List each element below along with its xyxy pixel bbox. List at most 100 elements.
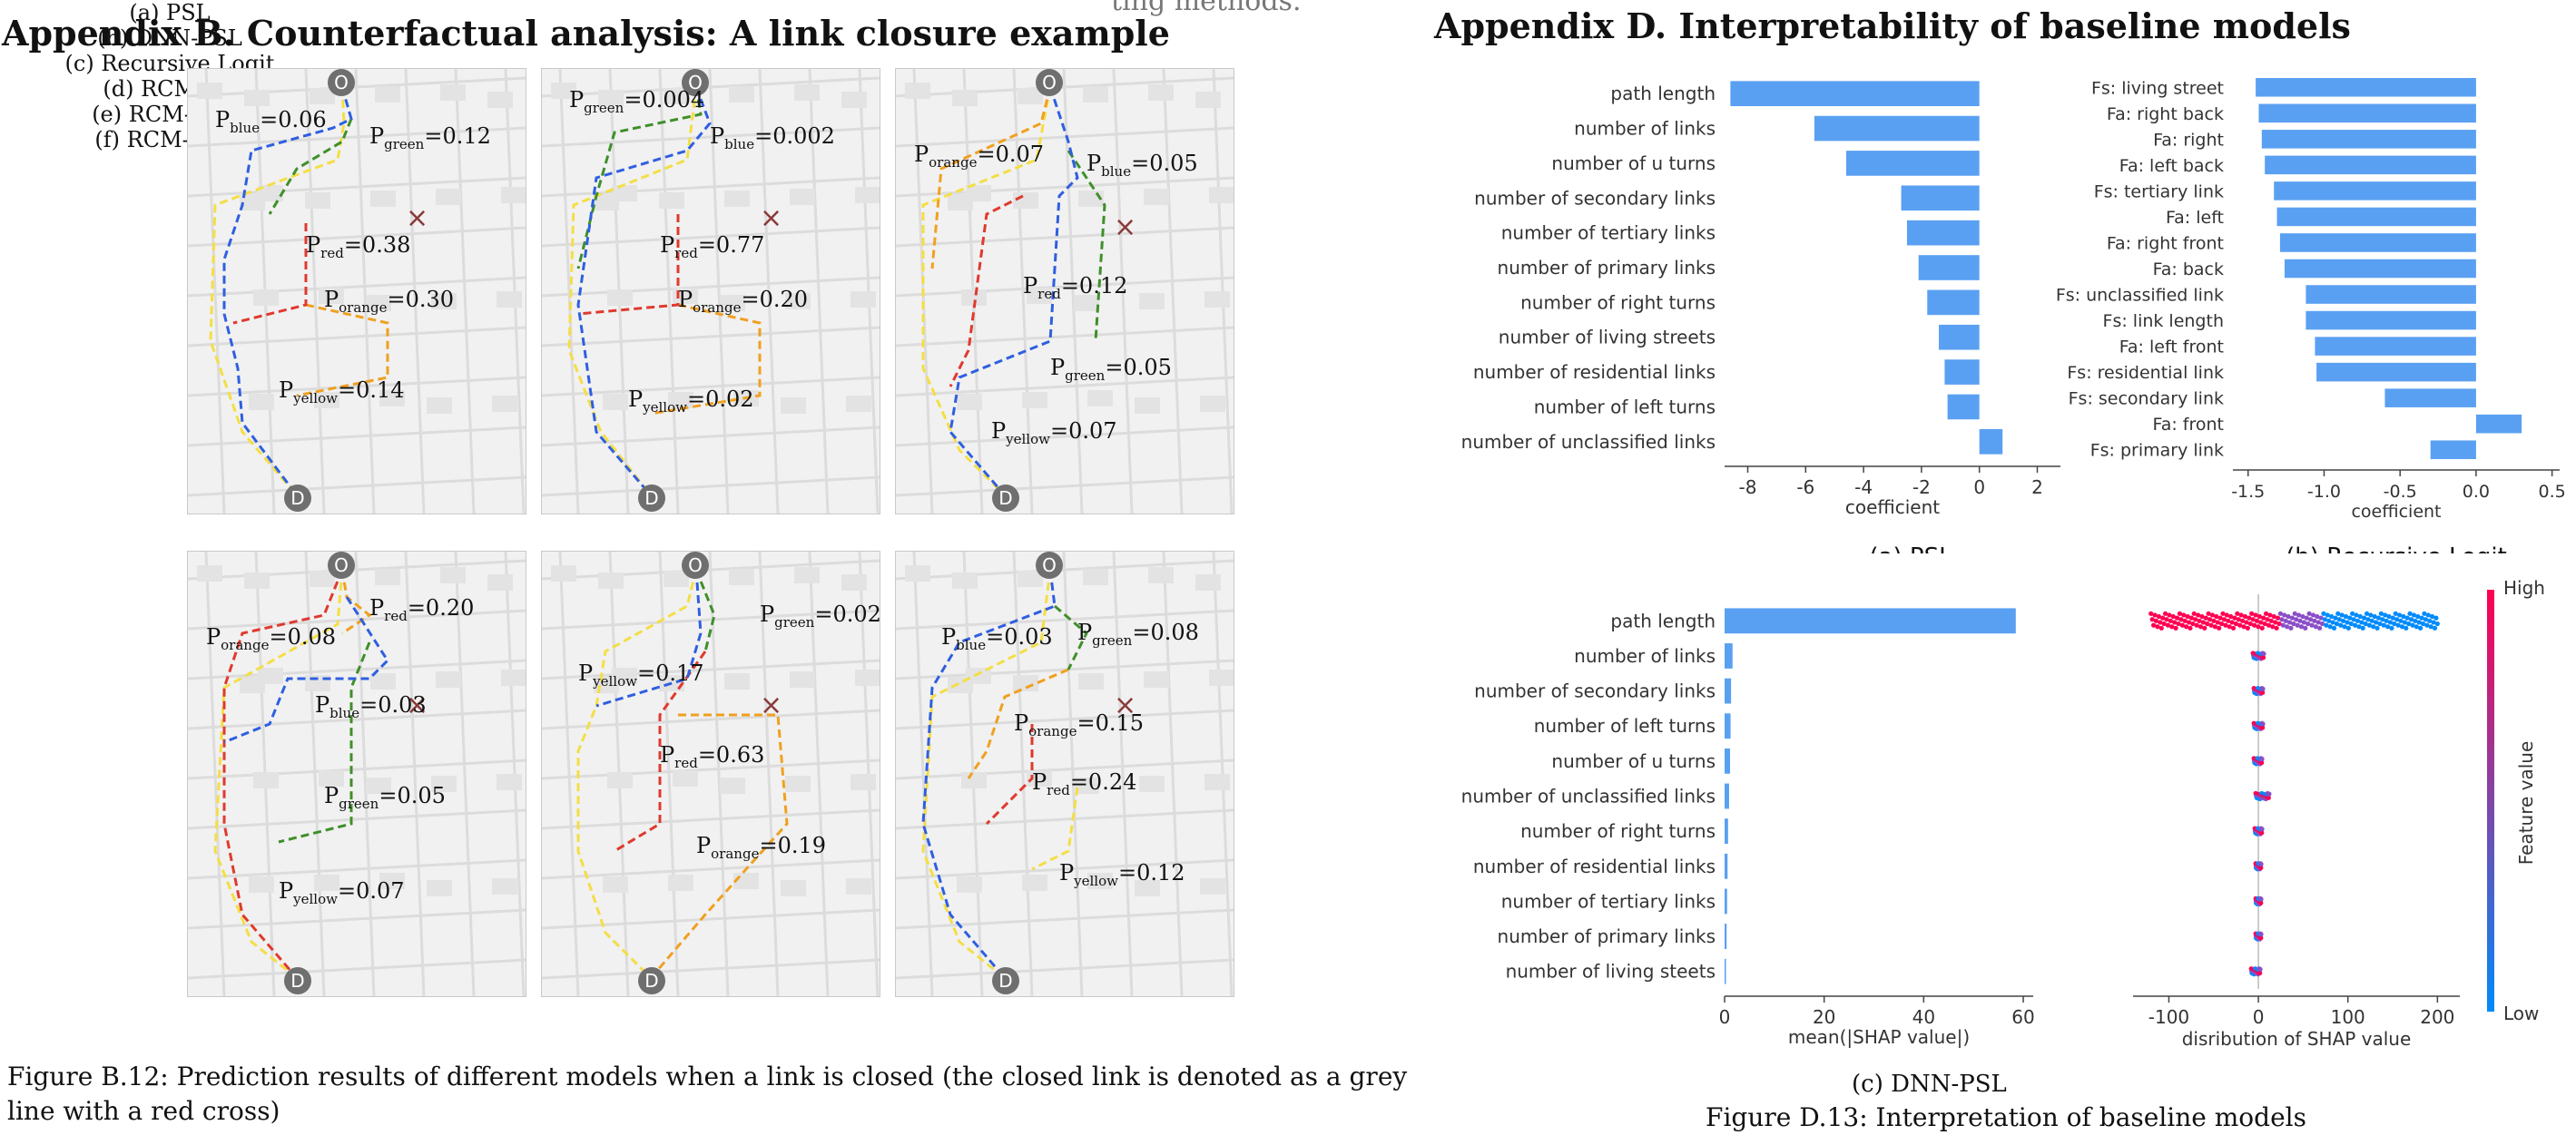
building-block — [497, 291, 522, 308]
building-block — [487, 574, 513, 591]
prob-value: =0.20 — [741, 287, 808, 312]
yellow-route — [213, 569, 344, 980]
shap-point — [2393, 611, 2398, 616]
shap-point — [2351, 617, 2356, 622]
bar — [1845, 151, 1980, 176]
shap-point — [2433, 615, 2439, 621]
building-block — [1195, 574, 1221, 591]
x-axis-title: disribution of SHAP value — [2182, 1028, 2412, 1050]
building-block — [244, 572, 270, 589]
red-route — [232, 223, 308, 325]
street-line — [542, 226, 880, 248]
shap-point — [2306, 611, 2312, 616]
prob-value: =0.02 — [686, 387, 754, 412]
street-line — [1112, 552, 1134, 996]
building-block — [436, 189, 461, 205]
blue-route — [921, 569, 1057, 979]
shap-point — [2415, 613, 2421, 620]
shap-point — [2413, 618, 2418, 623]
category-label: number of u turns — [1551, 152, 1716, 174]
building-block — [427, 397, 452, 414]
shap-point — [2402, 620, 2407, 625]
shap-point — [2334, 621, 2339, 627]
prob-route-name: red — [320, 244, 344, 261]
building-block — [366, 778, 391, 794]
yellow-route — [576, 569, 698, 980]
shap-point — [2258, 865, 2264, 871]
category-label: number of left turns — [1534, 715, 1716, 737]
recursive-logit-coefficient-chart: Fs: living street Fa: right back Fa: right… — [2056, 77, 2566, 553]
shap-point — [2401, 613, 2406, 620]
prob-route-name: blue — [329, 704, 360, 721]
bar — [1725, 713, 1731, 739]
prob-route-name: orange — [693, 298, 742, 316]
prob-symbol: P — [678, 287, 693, 312]
shap-point — [2194, 622, 2199, 628]
bar — [2261, 130, 2476, 149]
x-tick-label: 200 — [2420, 1006, 2454, 1028]
closed-link-marker: × — [1114, 690, 1137, 721]
building-block — [375, 86, 400, 103]
prob-route-name: yellow — [643, 398, 687, 416]
shap-point — [2317, 625, 2323, 631]
building-block — [240, 194, 265, 210]
red-route — [949, 194, 1024, 387]
category-label: Fs: tertiary link — [2094, 181, 2224, 201]
green-route — [268, 118, 353, 215]
shap-point — [2357, 613, 2363, 620]
green-route — [1054, 604, 1088, 670]
prob-symbol: P — [369, 595, 385, 621]
x-tick-label: 0 — [2253, 1006, 2265, 1028]
shap-point — [2384, 624, 2391, 630]
building-block — [1083, 86, 1108, 103]
x-tick-label: 60 — [2011, 1006, 2034, 1028]
shap-point — [2244, 620, 2249, 625]
street-line — [542, 326, 880, 347]
x-tick-label: 0 — [1719, 1006, 1731, 1028]
street-line — [558, 552, 580, 996]
prob-value: =0.19 — [759, 833, 826, 858]
shap-point — [2220, 611, 2226, 616]
shap-point — [2381, 622, 2386, 628]
street-line — [896, 126, 1234, 148]
building-block — [1083, 569, 1108, 585]
street-line — [1062, 552, 1084, 996]
bar — [2315, 337, 2476, 356]
shap-point — [2217, 625, 2222, 631]
shap-point — [2178, 617, 2184, 622]
bar — [1947, 394, 1980, 420]
shap-point — [2258, 620, 2264, 625]
shap-point — [2276, 621, 2282, 627]
x-tick-label: 2 — [2031, 476, 2043, 498]
green-route — [694, 569, 716, 652]
category-label: Fa: front — [2153, 415, 2224, 435]
shap-point — [2184, 624, 2189, 630]
shap-point — [2372, 613, 2377, 620]
origin-marker: O — [682, 552, 709, 579]
shap-point — [2406, 621, 2412, 627]
orange-route — [649, 713, 789, 979]
building-block — [1135, 880, 1160, 896]
x-tick-label: -1.0 — [2307, 482, 2341, 502]
shap-point — [2319, 621, 2325, 627]
prob-value: =0.02 — [814, 602, 880, 627]
street-line — [542, 758, 880, 780]
prob-symbol: P — [279, 377, 294, 403]
shap-point — [2217, 615, 2223, 621]
closed-link-marker: × — [406, 690, 429, 721]
shap-point — [2369, 618, 2374, 623]
shap-point — [2423, 617, 2428, 622]
map-canvas — [188, 552, 526, 996]
closed-link-marker: × — [406, 202, 429, 234]
street-line — [188, 609, 526, 631]
shap-point — [2427, 618, 2433, 623]
appendix-b-heading: Appendix B. Counterfactual analysis: A l… — [2, 13, 1170, 54]
building-block — [1078, 673, 1104, 690]
building-block — [1022, 875, 1047, 891]
shap-point — [2325, 612, 2330, 618]
shap-point — [2283, 618, 2288, 623]
street-line — [188, 226, 526, 248]
shap-point — [2331, 625, 2337, 631]
map-panel: O D × Porange=0.07 Pblue=0.05 Pred=0.12 Pgreen… — [895, 68, 1234, 514]
shap-point — [2214, 613, 2219, 620]
